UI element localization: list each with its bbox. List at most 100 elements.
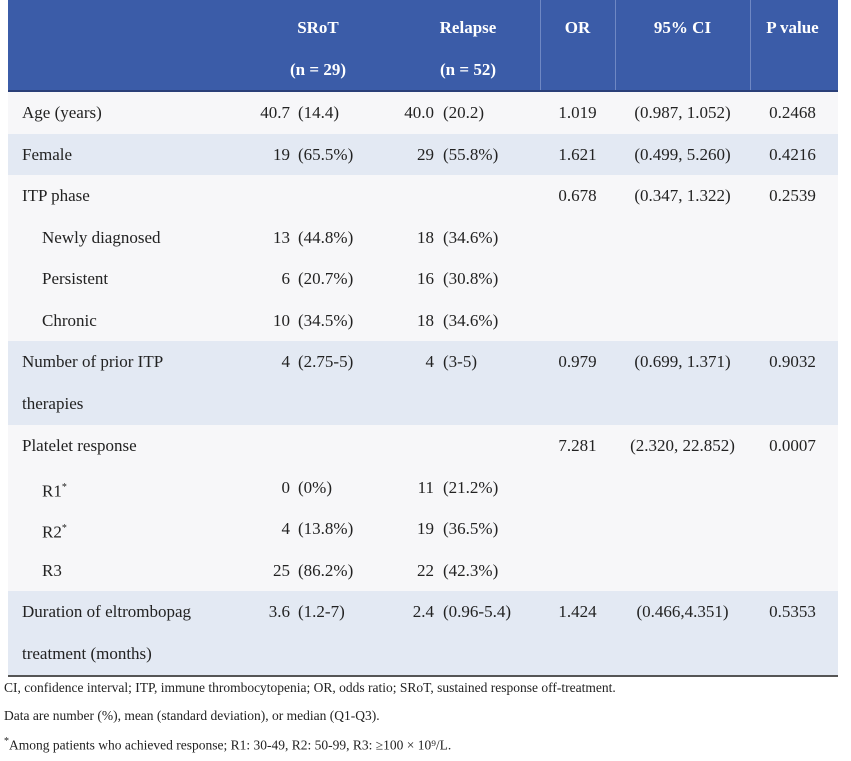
cell: (21.2%) <box>443 477 499 497</box>
cell: 7.281 <box>558 436 597 455</box>
cell: (0.987, 1.052) <box>634 103 731 122</box>
label-text: ITP phase <box>22 186 90 205</box>
cell: 4 <box>281 519 291 538</box>
cell: (0.96-5.4) <box>443 602 511 621</box>
footnote-marker: * <box>61 481 67 493</box>
header-cell: SRoT <box>297 18 339 37</box>
cell: (86.2%) <box>298 560 354 580</box>
cell: (20.7%) <box>298 269 354 288</box>
footnote: CI, confidence interval; ITP, immune thr… <box>4 680 616 696</box>
table-row: Newly diagnosed 13 (44.8%) 18 (34.6%) <box>8 216 838 259</box>
row-label: R2* <box>42 508 232 554</box>
cell: 4 <box>425 352 435 371</box>
cell: (14.4) <box>298 103 340 122</box>
row-label: Chronic <box>42 300 232 342</box>
footnote-text: Data are number (%), mean (standard devi… <box>4 708 380 723</box>
header-cell: OR <box>564 18 591 37</box>
table-row: Chronic 10 (34.5%) 18 (34.6%) <box>8 299 838 342</box>
cell: 25 <box>273 560 290 580</box>
table-row: R1* 0 (0%) 11 (21.2%) <box>8 466 838 508</box>
cell: (1.2-7) <box>298 602 345 621</box>
row-label: Number of prior ITP therapies <box>22 341 212 425</box>
footnote-text: CI, confidence interval; ITP, immune thr… <box>4 680 616 695</box>
row-label: Female <box>22 134 212 176</box>
header-cell: 95% CI <box>653 18 712 37</box>
cell: (34.6%) <box>443 310 499 330</box>
cell: 3.6 <box>268 602 290 621</box>
cell: 0.678 <box>558 186 597 205</box>
separator <box>540 0 541 90</box>
separator <box>750 0 751 90</box>
footnote-text: Among patients who achieved response; R1… <box>9 737 452 753</box>
cell: (3-5) <box>443 352 477 371</box>
label-text: Female <box>22 144 73 164</box>
cell: 6 <box>281 269 291 288</box>
header-cell: (n = 29) <box>290 60 346 79</box>
cell: (36.5%) <box>443 519 499 538</box>
cell: 1.019 <box>558 103 597 122</box>
cell: 0.979 <box>558 352 597 371</box>
table-row: Platelet response 7.281 (2.320, 22.852) 0.0… <box>8 425 838 467</box>
cell: (65.5%) <box>298 144 354 164</box>
cell: 0.0007 <box>769 436 816 455</box>
header-cell: P value <box>766 18 819 37</box>
cell: 0.2539 <box>769 186 816 205</box>
cell: 10 <box>273 310 290 330</box>
row-label: Duration of eltrombopag treatment (month… <box>22 591 212 675</box>
row-label: ITP phase <box>22 175 212 217</box>
table-row: Age (years) 40.7 (14.4) 40.0 (20.2) 1.019 (0.9… <box>8 92 838 134</box>
table-body: Age (years) 40.7 (14.4) 40.0 (20.2) 1.019 (0.9… <box>8 92 838 677</box>
table-row: Duration of eltrombopag treatment (month… <box>8 591 838 675</box>
cell: 19 <box>273 144 290 164</box>
cell: (42.3%) <box>443 560 499 580</box>
cell: 16 <box>417 269 434 288</box>
cell: (44.8%) <box>298 227 354 247</box>
label-text: R2 <box>42 522 62 542</box>
table-header: SRoT (n = 29) Relapse (n = 52) OR 95% CI… <box>8 0 838 92</box>
label-text: Number of prior ITP therapies <box>22 352 163 413</box>
label-text: Age (years) <box>22 103 102 122</box>
table-row: R2* 4 (13.8%) 19 (36.5%) <box>8 508 838 550</box>
row-label: Newly diagnosed <box>42 217 232 259</box>
cell: 1.621 <box>558 144 597 164</box>
row-label: R1* <box>42 467 232 513</box>
label-text: Duration of eltrombopag treatment (month… <box>22 602 192 663</box>
table-row: ITP phase 0.678 (0.347, 1.322) 0.2539 <box>8 175 838 217</box>
cell: 19 <box>417 519 434 538</box>
header-cell: (n = 52) <box>440 60 496 79</box>
footnote-marker: * <box>61 523 67 534</box>
cell: 0.4216 <box>769 144 816 164</box>
cell: (34.5%) <box>298 310 354 330</box>
cell: (0.466,4.351) <box>636 602 729 621</box>
cell: 22 <box>417 560 434 580</box>
table-row: R3 25 (86.2%) 22 (42.3%) <box>8 549 838 591</box>
row-label: Persistent <box>42 258 232 300</box>
cell: 0.9032 <box>769 352 816 371</box>
cell: 18 <box>417 310 434 330</box>
cell: (0%) <box>298 477 332 497</box>
cell: (20.2) <box>443 103 485 122</box>
cell: 40.0 <box>404 103 434 122</box>
cell: (2.320, 22.852) <box>630 436 735 455</box>
cell: 0.2468 <box>769 103 816 122</box>
cell: (13.8%) <box>298 519 354 538</box>
table: SRoT (n = 29) Relapse (n = 52) OR 95% CI… <box>8 0 838 677</box>
label-text: R1 <box>42 481 62 501</box>
label-text: Persistent <box>42 269 109 288</box>
table-row: Number of prior ITP therapies 4 (2.75-5) 4 (… <box>8 341 838 425</box>
cell: 0.5353 <box>769 602 816 621</box>
cell: (34.6%) <box>443 227 499 247</box>
table-row: Persistent 6 (20.7%) 16 (30.8%) <box>8 258 838 300</box>
header-cell: Relapse <box>439 18 497 37</box>
cell: 1.424 <box>558 602 597 621</box>
cell: (0.699, 1.371) <box>634 352 731 371</box>
cell: (30.8%) <box>443 269 499 288</box>
footnote: *Among patients who achieved response; R… <box>4 736 451 754</box>
cell: 0 <box>281 477 291 497</box>
cell: 18 <box>417 227 434 247</box>
cell: (2.75-5) <box>298 352 354 371</box>
cell: 4 <box>281 352 291 371</box>
cell: 13 <box>273 227 290 247</box>
cell: 11 <box>417 477 434 497</box>
